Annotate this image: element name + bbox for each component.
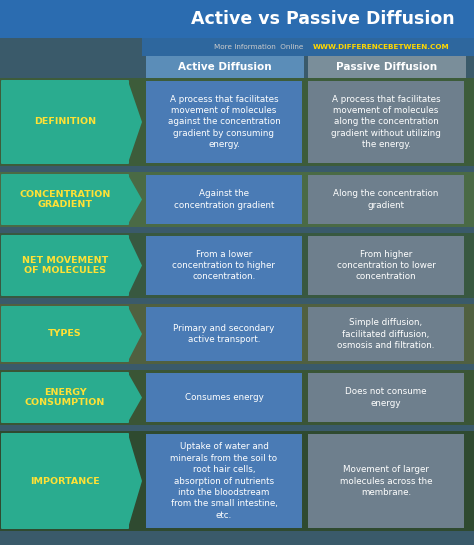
- FancyBboxPatch shape: [0, 172, 474, 227]
- FancyBboxPatch shape: [146, 373, 302, 422]
- Polygon shape: [128, 81, 142, 163]
- FancyBboxPatch shape: [1, 235, 129, 296]
- Text: Primary and secondary
active transport.: Primary and secondary active transport.: [173, 324, 274, 344]
- Text: From a lower
concentration to higher
concentration.: From a lower concentration to higher con…: [173, 250, 275, 281]
- Polygon shape: [128, 373, 142, 422]
- FancyBboxPatch shape: [146, 434, 302, 528]
- FancyBboxPatch shape: [0, 431, 474, 531]
- Polygon shape: [128, 434, 142, 528]
- Text: Along the concentration
gradient: Along the concentration gradient: [333, 189, 439, 210]
- FancyBboxPatch shape: [0, 78, 474, 166]
- Text: DEFINITION: DEFINITION: [34, 118, 96, 126]
- Text: Simple diffusion,
facilitated diffusion,
osmosis and filtration.: Simple diffusion, facilitated diffusion,…: [337, 318, 435, 350]
- Text: A process that facilitates
movement of molecules
against the concentration
gradi: A process that facilitates movement of m…: [168, 95, 281, 149]
- Text: Does not consume
energy: Does not consume energy: [345, 387, 427, 408]
- Polygon shape: [128, 175, 142, 224]
- Text: From higher
concentration to lower
concentration: From higher concentration to lower conce…: [337, 250, 436, 281]
- FancyBboxPatch shape: [142, 38, 474, 56]
- FancyBboxPatch shape: [1, 433, 129, 529]
- FancyBboxPatch shape: [308, 373, 464, 422]
- Text: More Information  Online: More Information Online: [213, 44, 303, 50]
- Text: TYPES: TYPES: [48, 330, 82, 338]
- Text: A process that facilitates
movement of molecules
along the concentration
gradien: A process that facilitates movement of m…: [331, 95, 441, 149]
- FancyBboxPatch shape: [308, 81, 464, 163]
- FancyBboxPatch shape: [308, 175, 464, 224]
- Text: Active Diffusion: Active Diffusion: [178, 62, 272, 72]
- FancyBboxPatch shape: [0, 370, 474, 425]
- Text: Movement of larger
molecules across the
membrane.: Movement of larger molecules across the …: [340, 465, 432, 497]
- FancyBboxPatch shape: [146, 175, 302, 224]
- Text: Consumes energy: Consumes energy: [185, 393, 264, 402]
- FancyBboxPatch shape: [1, 174, 129, 225]
- FancyBboxPatch shape: [308, 56, 466, 78]
- FancyBboxPatch shape: [308, 307, 464, 361]
- Text: Active vs Passive Diffusion: Active vs Passive Diffusion: [191, 10, 454, 28]
- Text: CONCENTRATION
GRADIENT: CONCENTRATION GRADIENT: [19, 190, 111, 209]
- FancyBboxPatch shape: [1, 80, 129, 164]
- FancyBboxPatch shape: [1, 306, 129, 362]
- FancyBboxPatch shape: [308, 236, 464, 295]
- Text: ENERGY
CONSUMPTION: ENERGY CONSUMPTION: [25, 388, 105, 407]
- FancyBboxPatch shape: [0, 0, 474, 38]
- FancyBboxPatch shape: [146, 236, 302, 295]
- FancyBboxPatch shape: [146, 81, 302, 163]
- Text: IMPORTANCE: IMPORTANCE: [30, 476, 100, 486]
- FancyBboxPatch shape: [146, 307, 302, 361]
- FancyBboxPatch shape: [308, 434, 464, 528]
- Text: NET MOVEMENT
OF MOLECULES: NET MOVEMENT OF MOLECULES: [22, 256, 108, 275]
- FancyBboxPatch shape: [1, 372, 129, 423]
- FancyBboxPatch shape: [0, 233, 474, 298]
- Text: Against the
concentration gradient: Against the concentration gradient: [174, 189, 274, 210]
- Polygon shape: [128, 307, 142, 361]
- FancyBboxPatch shape: [146, 56, 304, 78]
- Text: WWW.DIFFERENCEBETWEEN.COM: WWW.DIFFERENCEBETWEEN.COM: [313, 44, 449, 50]
- FancyBboxPatch shape: [0, 304, 474, 364]
- Text: Passive Diffusion: Passive Diffusion: [337, 62, 438, 72]
- Polygon shape: [128, 236, 142, 295]
- Text: Uptake of water and
minerals from the soil to
root hair cells,
absorption of nut: Uptake of water and minerals from the so…: [171, 442, 278, 520]
